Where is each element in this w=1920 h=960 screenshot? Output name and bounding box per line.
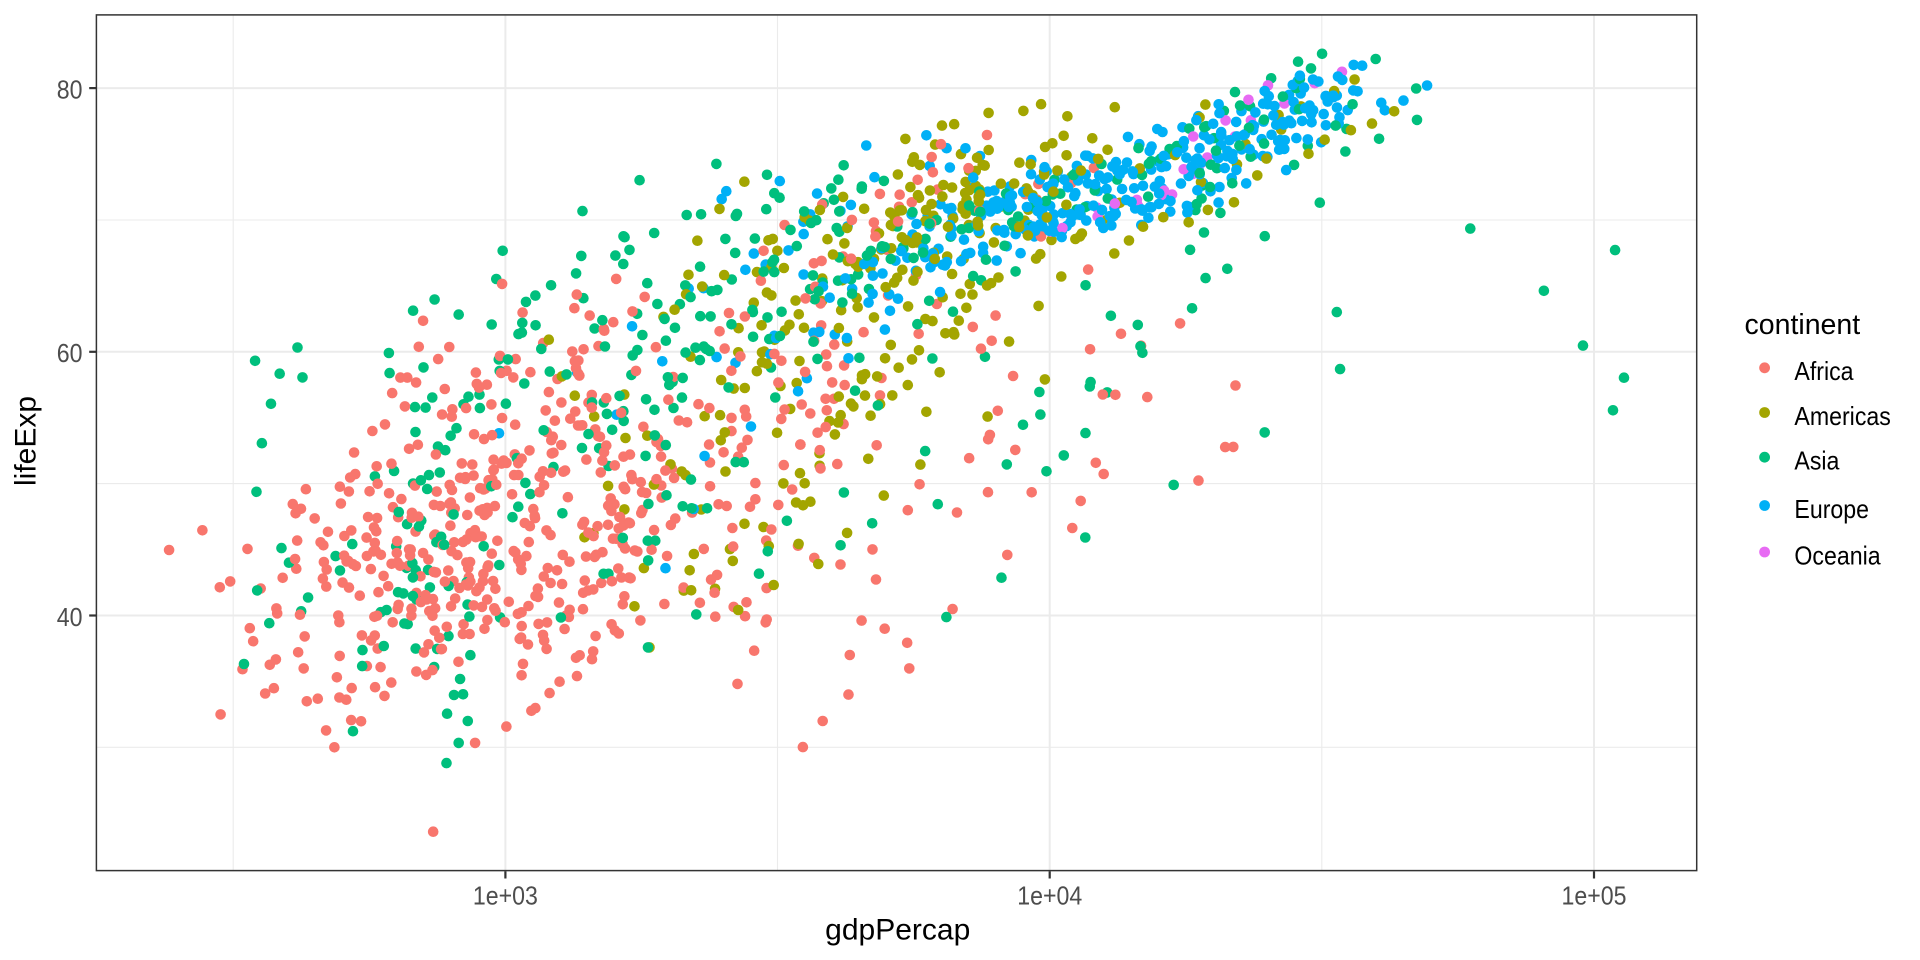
svg-text:Europe: Europe <box>1794 496 1869 525</box>
svg-text:1e+05: 1e+05 <box>1562 882 1627 911</box>
svg-text:1e+04: 1e+04 <box>1017 882 1082 911</box>
svg-text:1e+03: 1e+03 <box>473 882 538 911</box>
svg-text:gdpPercap: gdpPercap <box>825 914 970 947</box>
svg-text:Asia: Asia <box>1794 447 1839 476</box>
svg-text:80: 80 <box>57 76 83 105</box>
svg-text:lifeExp: lifeExp <box>10 396 43 486</box>
svg-text:40: 40 <box>57 604 83 633</box>
svg-text:continent: continent <box>1745 309 1861 341</box>
svg-text:Oceania: Oceania <box>1794 542 1880 571</box>
svg-text:Africa: Africa <box>1794 358 1853 387</box>
svg-text:60: 60 <box>57 340 83 369</box>
svg-text:Americas: Americas <box>1794 403 1890 432</box>
